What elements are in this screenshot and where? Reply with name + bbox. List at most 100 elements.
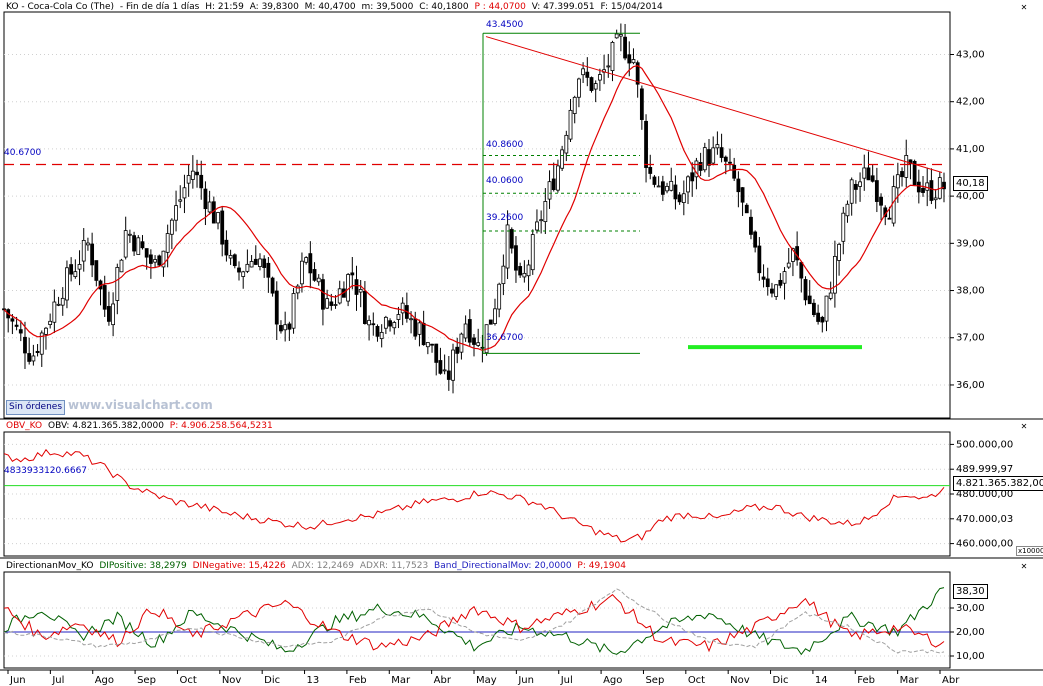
candle-body [539, 219, 544, 222]
candle-body [199, 174, 204, 189]
x-tick-label: Feb [349, 675, 367, 686]
x-tick-label: Abr [434, 675, 452, 686]
price-panel-header: KO - Coca-Cola Co (The) - Fin de día 1 d… [6, 2, 666, 13]
candle-body [711, 147, 716, 164]
dmi-panel-close-icon[interactable]: ✕ [1020, 562, 1028, 571]
candle-body [90, 243, 95, 266]
candle-body [383, 316, 388, 329]
candle-body [48, 320, 53, 325]
candle-body [858, 181, 862, 187]
candle-body [812, 302, 816, 316]
candle-body [224, 239, 229, 256]
price-tick-label: 42,00 [956, 97, 985, 108]
dmi-tick-label: 10,00 [956, 651, 985, 662]
dmi-panel-header: DirectionanMov_KO DIPositive: 38,2979 DI… [6, 561, 629, 572]
x-tick-label: Feb [857, 675, 875, 686]
candle-body [354, 279, 359, 295]
obv-line [3, 448, 945, 543]
candle-body [27, 353, 32, 362]
candle-body [635, 62, 640, 85]
candle-body [60, 297, 65, 306]
candle-body [736, 178, 741, 193]
candle-body [270, 277, 275, 294]
x-tick-label: Sep [137, 675, 156, 686]
candle-body [614, 33, 619, 39]
candle-body [476, 342, 481, 346]
fib-level-2-label: 40.0600 [486, 176, 524, 186]
candle-body [358, 289, 363, 293]
x-tick-label: Jun [517, 675, 534, 686]
candle-body [472, 337, 476, 345]
candle-body [715, 144, 720, 149]
candle-body [111, 303, 116, 326]
candle-body [589, 77, 594, 91]
dmi-series-DINegative [3, 594, 945, 653]
candle-body [241, 271, 246, 277]
candle-body [820, 316, 825, 323]
candle-body [522, 272, 527, 278]
candle-body [530, 234, 535, 271]
candle-body [333, 304, 338, 306]
candle-body [669, 180, 674, 191]
obv-reference-label: 4833933120.6667 [4, 466, 88, 476]
obv-panel-close-icon[interactable]: ✕ [1020, 422, 1028, 431]
candle-body [837, 243, 841, 261]
candle-body [597, 74, 602, 81]
candle-body [325, 298, 330, 309]
candle-body [782, 271, 787, 284]
date-label: F: 15/04/2014 [600, 2, 663, 12]
candle-body [493, 308, 497, 324]
sin-ordenes-button[interactable]: Sin órdenes [6, 400, 66, 415]
candle-body [127, 233, 132, 236]
candle-body [740, 187, 745, 203]
dmi-din: DINegative: 15,4226 [192, 561, 286, 571]
candle-body [35, 350, 40, 353]
x-tick-label: 14 [815, 675, 828, 686]
open-label: A: 39,8300 [249, 2, 299, 12]
candle-body [572, 96, 577, 114]
candle-body [480, 346, 485, 349]
candle-body [757, 245, 762, 274]
candle-body [178, 199, 183, 202]
candle-body [656, 185, 661, 188]
candle-body [841, 212, 846, 242]
x-tick-label: Mar [391, 675, 411, 686]
candle-body [56, 303, 61, 306]
candle-body [182, 187, 187, 199]
candle-body [832, 256, 837, 294]
x-tick-label: Oct [179, 675, 196, 686]
candle-body [102, 285, 107, 310]
candle-body [484, 324, 489, 354]
candle-body [44, 327, 48, 335]
dmi-adx: ADX: 12,2469 [291, 561, 354, 571]
candle-body [577, 78, 581, 98]
candle-body [123, 230, 128, 258]
x-tick-label: Nov [222, 675, 242, 686]
price-panel-close-icon[interactable]: ✕ [1020, 3, 1028, 12]
candle-body [791, 248, 795, 262]
fib-level-1-label: 40.8600 [486, 140, 524, 150]
candle-body [362, 290, 367, 324]
candle-body [291, 293, 296, 329]
candle-body [497, 283, 502, 310]
resistance-label: 40.6700 [4, 148, 42, 158]
volume-label: V: 47.399.051 [531, 2, 595, 12]
candle-body [933, 197, 938, 201]
candle-body [501, 265, 506, 285]
obv-tick-label: 470.000,03 [956, 514, 1013, 525]
candle-body [237, 267, 241, 273]
x-tick-label: Dic [773, 675, 789, 686]
candle-body [627, 54, 632, 64]
candle-body [673, 184, 678, 200]
candle-body [551, 178, 556, 190]
symbol-label: KO - Coca-Cola Co (The) [6, 2, 115, 12]
candle-body [115, 267, 120, 301]
x-tick-label: Ago [95, 675, 114, 686]
obv-value: OBV: 4.821.365.382,0000 [48, 421, 164, 431]
candle-body [413, 318, 418, 337]
x-tick-label: Abr [942, 675, 960, 686]
candle-body [845, 203, 850, 217]
candle-body [648, 166, 653, 174]
candle-body [367, 319, 371, 326]
candle-body [879, 196, 883, 206]
